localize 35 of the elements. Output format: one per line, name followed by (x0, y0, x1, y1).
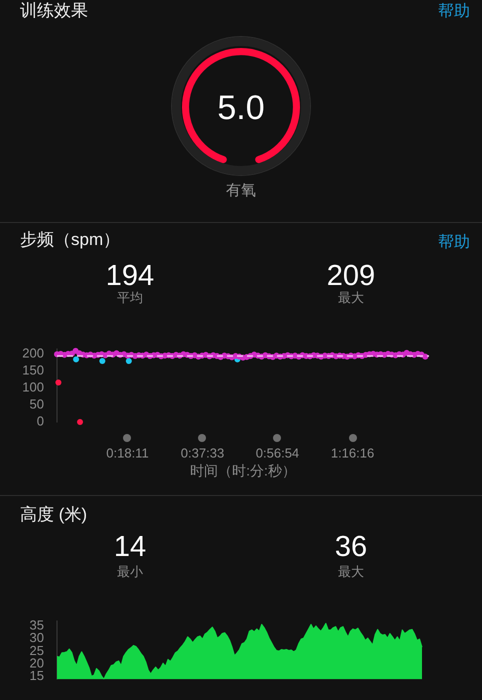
text: 最小 (116, 564, 144, 580)
data-label: 5.0 (217, 89, 265, 127)
point (99, 358, 106, 364)
y-tick-label: 150 (22, 362, 44, 378)
x-tick-label: 0:18:11 (106, 445, 149, 460)
text: 最大 (337, 290, 365, 306)
y-tick-label: 20 (30, 656, 44, 671)
x-tick-label: 1:16:16 (330, 445, 374, 460)
text: 14 (112, 531, 148, 564)
text: 36 (334, 531, 368, 564)
text: 最大 (337, 564, 365, 580)
text: 帮助 (438, 234, 470, 252)
point (126, 358, 132, 364)
x-tick-label: 0:37:33 (180, 445, 224, 460)
y-tick-label: 100 (22, 380, 44, 395)
y-tick-label: 50 (30, 396, 44, 412)
text: 194 (104, 260, 156, 292)
text: 有氧 (225, 182, 257, 200)
text: 平均 (116, 290, 144, 306)
y-tick-label: 200 (22, 345, 44, 360)
text: 209 (326, 260, 376, 292)
y-tick-label: 35 (30, 617, 44, 632)
y-tick-label: 15 (30, 668, 44, 684)
point (77, 419, 84, 425)
y-tick-label: 25 (30, 642, 44, 658)
y-tick-label: 30 (30, 630, 44, 646)
text: 帮助 (438, 3, 470, 21)
y-tick-label: 0 (36, 414, 44, 429)
chart-title: 高度 (米) (20, 505, 88, 525)
chart-title: 训练效果 (20, 1, 88, 21)
x-tick-label: 0:56:54 (256, 445, 300, 460)
chart-title: 步频（spm） (20, 230, 120, 250)
x-axis-title: 时间（时:分:秒） (190, 462, 296, 478)
point (73, 356, 80, 362)
point (55, 380, 62, 386)
